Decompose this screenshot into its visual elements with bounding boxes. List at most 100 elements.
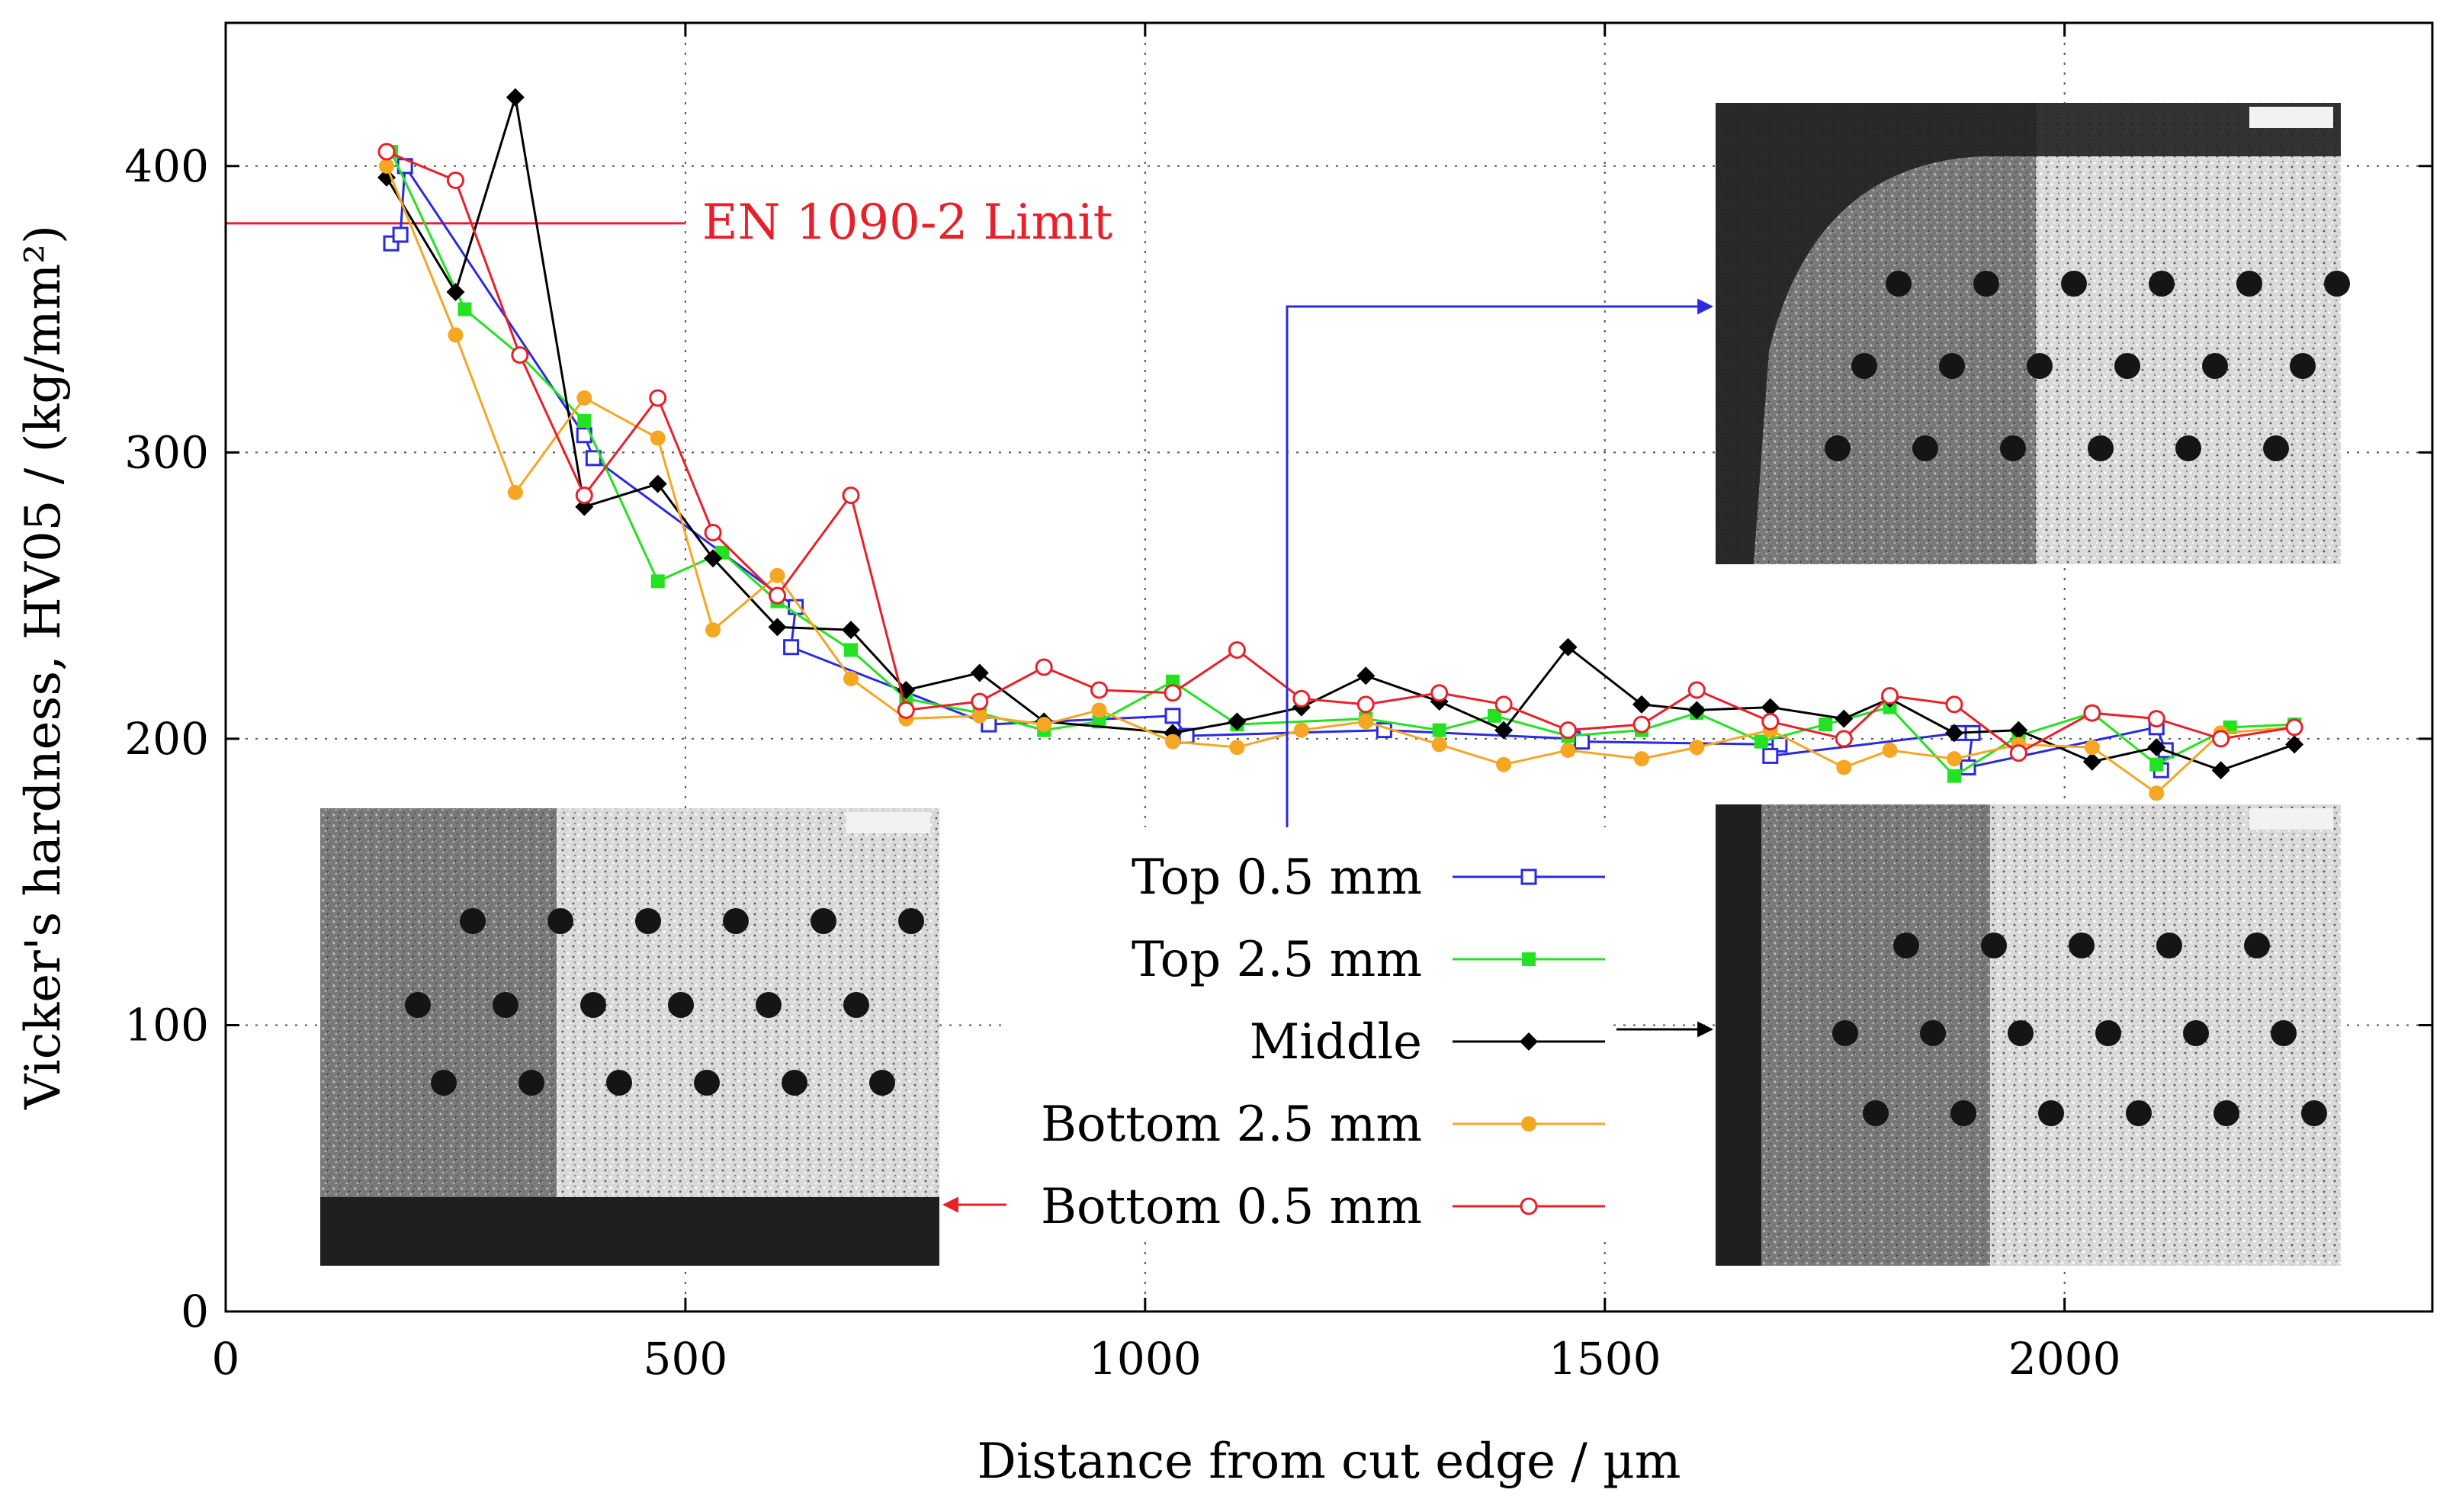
data-point [1090, 681, 1109, 699]
data-point [1164, 708, 1181, 724]
indent-mark [2236, 271, 2262, 297]
data-point [1522, 952, 1536, 966]
data-point [1432, 723, 1446, 737]
data-point [2009, 721, 2028, 740]
data-point [575, 486, 593, 505]
data-point [2082, 752, 2101, 771]
data-point [2149, 785, 2165, 801]
data-point [1835, 709, 1854, 728]
data-point [783, 639, 800, 656]
indent-mark [2156, 933, 2182, 958]
indent-mark [2290, 353, 2316, 379]
data-point [1835, 730, 1853, 748]
data-point [1431, 737, 1447, 753]
data-point [769, 567, 785, 583]
data-point [897, 701, 915, 719]
y-tick-label: 0 [181, 1286, 209, 1337]
data-point [769, 586, 786, 605]
limit-label: EN 1090-2 Limit [702, 194, 1113, 251]
y-tick-label: 200 [124, 713, 209, 765]
indent-mark [2149, 271, 2175, 297]
data-point [1836, 759, 1852, 775]
series-4 [377, 143, 2303, 762]
data-point [1559, 721, 1578, 740]
indent-mark [2175, 435, 2201, 461]
data-point [1430, 684, 1449, 702]
data-point [377, 143, 396, 161]
indent-mark [2069, 933, 2095, 958]
indent-mark [869, 1070, 895, 1096]
indent-mark [2244, 933, 2270, 958]
indent-mark [1920, 1020, 1946, 1046]
data-point [1356, 695, 1375, 714]
data-point [1035, 658, 1053, 676]
data-point [1091, 702, 1107, 718]
legend-label: Top 2.5 mm [1132, 932, 1422, 988]
data-point [1632, 715, 1651, 734]
x-axis-label: Distance from cut edge / µm [978, 1433, 1681, 1490]
legend-label: Bottom 2.5 mm [1041, 1096, 1422, 1153]
indent-mark [547, 908, 573, 934]
data-point [1520, 1032, 1538, 1051]
data-point [1229, 740, 1245, 756]
data-point [506, 88, 525, 107]
indent-mark [1863, 1100, 1889, 1126]
indent-mark [1981, 933, 2007, 958]
indent-mark [405, 992, 431, 1018]
inset-pointers [942, 298, 1714, 1213]
data-point [577, 414, 592, 429]
data-point [1881, 687, 1899, 705]
data-point [1633, 751, 1649, 767]
data-point [392, 226, 409, 243]
legend-label: Middle [1250, 1014, 1422, 1071]
indent-mark [1893, 933, 1919, 958]
indent-mark [1950, 1100, 1976, 1126]
en1090-limit-line: EN 1090-2 Limit [226, 194, 1113, 251]
indent-mark [635, 908, 661, 934]
data-point [649, 389, 667, 407]
indent-mark [518, 1070, 544, 1096]
legend-label: Top 0.5 mm [1132, 849, 1422, 906]
data-point [971, 692, 989, 711]
data-point [377, 168, 396, 187]
x-tick-label: 0 [212, 1333, 240, 1385]
data-point [457, 302, 472, 316]
data-point [1946, 751, 1962, 767]
data-point [1228, 640, 1246, 659]
indent-mark [2088, 435, 2114, 461]
data-point [1356, 666, 1376, 685]
data-point [2285, 718, 2303, 737]
data-point [446, 283, 465, 302]
series-line [385, 165, 2295, 795]
y-tick-label: 300 [124, 426, 209, 478]
indent-mark [2114, 353, 2140, 379]
indent-mark [1886, 271, 1912, 297]
data-point [1574, 734, 1591, 750]
data-point [1761, 698, 1780, 717]
data-point [2212, 730, 2230, 748]
data-point [1164, 684, 1182, 702]
indent-mark [723, 908, 749, 934]
data-point [379, 158, 395, 174]
data-point [2211, 761, 2230, 780]
data-point [1761, 712, 1780, 730]
data-point [1632, 695, 1651, 714]
data-point [971, 708, 987, 724]
data-point [1947, 769, 1961, 783]
data-point [842, 486, 860, 505]
indent-mark [2324, 271, 2350, 297]
indent-mark [2213, 1100, 2239, 1126]
indent-mark [1912, 435, 1938, 461]
data-point [1494, 695, 1513, 714]
data-point [650, 574, 665, 589]
data-point [1092, 714, 1106, 729]
plot-frame [224, 21, 2434, 1313]
micrograph-top [1716, 103, 2341, 564]
data-point [843, 643, 858, 657]
data-point [2285, 735, 2304, 754]
indent-mark [2271, 1020, 2297, 1046]
data-point [768, 618, 787, 637]
legend-label: Bottom 0.5 mm [1041, 1179, 1422, 1235]
data-point [1559, 637, 1578, 656]
indent-mark [843, 992, 869, 1018]
